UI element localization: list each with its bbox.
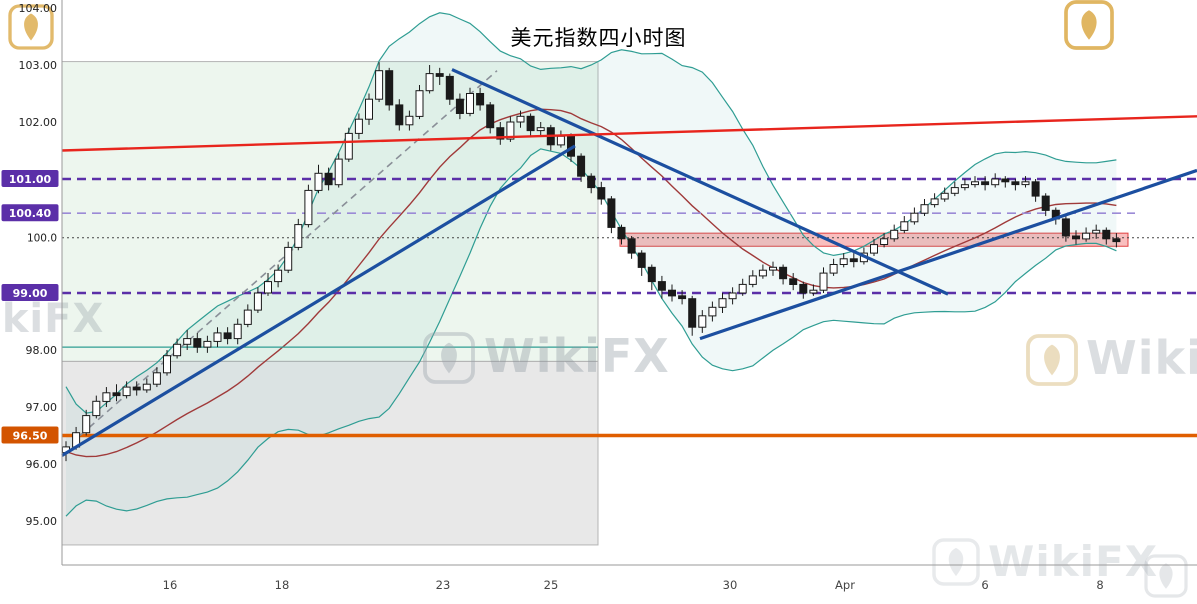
y-axis-labels: 104.00 103.00 102.00 101.00 100.40 100.0 99.00… (1, 2, 59, 528)
wikifx-shield-icon (1064, 0, 1114, 50)
wikifx-shield-icon (8, 4, 54, 50)
price-level-badge: 101.00 (1, 170, 59, 187)
uptrend-1 (61, 144, 576, 457)
wikifx-shield-icon (932, 538, 980, 586)
y-tick-label: 102.00 (19, 116, 58, 129)
x-tick-label: Apr (835, 578, 855, 592)
y-tick-label: 97.00 (26, 401, 58, 414)
x-tick-label: 6 (981, 578, 988, 592)
wikifx-text-watermark: WikiFX (484, 329, 670, 383)
upper-range-zone (61, 61, 599, 362)
uptrend-2 (699, 168, 1197, 341)
moving-average-line (65, 108, 1117, 458)
wikifx-shield-icon (423, 332, 475, 384)
x-tick-label: 18 (275, 578, 290, 592)
axes (61, 0, 1197, 566)
wikifx-shield-icon (1026, 334, 1078, 386)
y-tick-label: 95.00 (26, 515, 58, 528)
wikifx-text-watermark: WikiFX (1086, 331, 1197, 385)
price-level-badge: 99.00 (1, 284, 59, 301)
x-tick-label: 16 (163, 578, 178, 592)
x-axis-labels: 16 18 23 25 30 Apr 6 8 (163, 578, 1104, 592)
svg-text:101.00: 101.00 (9, 173, 52, 186)
y-tick-label: 103.00 (19, 59, 58, 72)
y-tick-label: 98.00 (26, 344, 58, 357)
wikifx-text-watermark: WikiFX (988, 537, 1158, 586)
price-level-badge: 100.40 (1, 204, 59, 222)
downtrend-1 (451, 68, 949, 296)
lower-range-zone (61, 360, 599, 546)
zones-layer (61, 61, 1129, 546)
svg-text:99.00: 99.00 (13, 287, 48, 300)
price-level-badge: 96.50 (1, 426, 59, 444)
y-tick-label: 104.00 (19, 2, 58, 15)
x-tick-label: 23 (436, 578, 451, 592)
x-tick-label: 30 (723, 578, 738, 592)
y-tick-label: 96.00 (26, 458, 58, 471)
x-tick-label: 25 (544, 578, 559, 592)
y-tick-label: 100.0 (27, 233, 57, 245)
x-tick-label: 8 (1096, 578, 1103, 592)
wikifx-shield-icon (1144, 554, 1188, 598)
trend-lines (61, 68, 1197, 457)
svg-text:96.50: 96.50 (13, 430, 48, 443)
svg-text:100.40: 100.40 (9, 207, 52, 220)
resistance-sloped (61, 115, 1197, 152)
wikifx-text-watermark: WikiFX (0, 296, 104, 342)
chart-title: 美元指数四小时图 (510, 26, 687, 50)
